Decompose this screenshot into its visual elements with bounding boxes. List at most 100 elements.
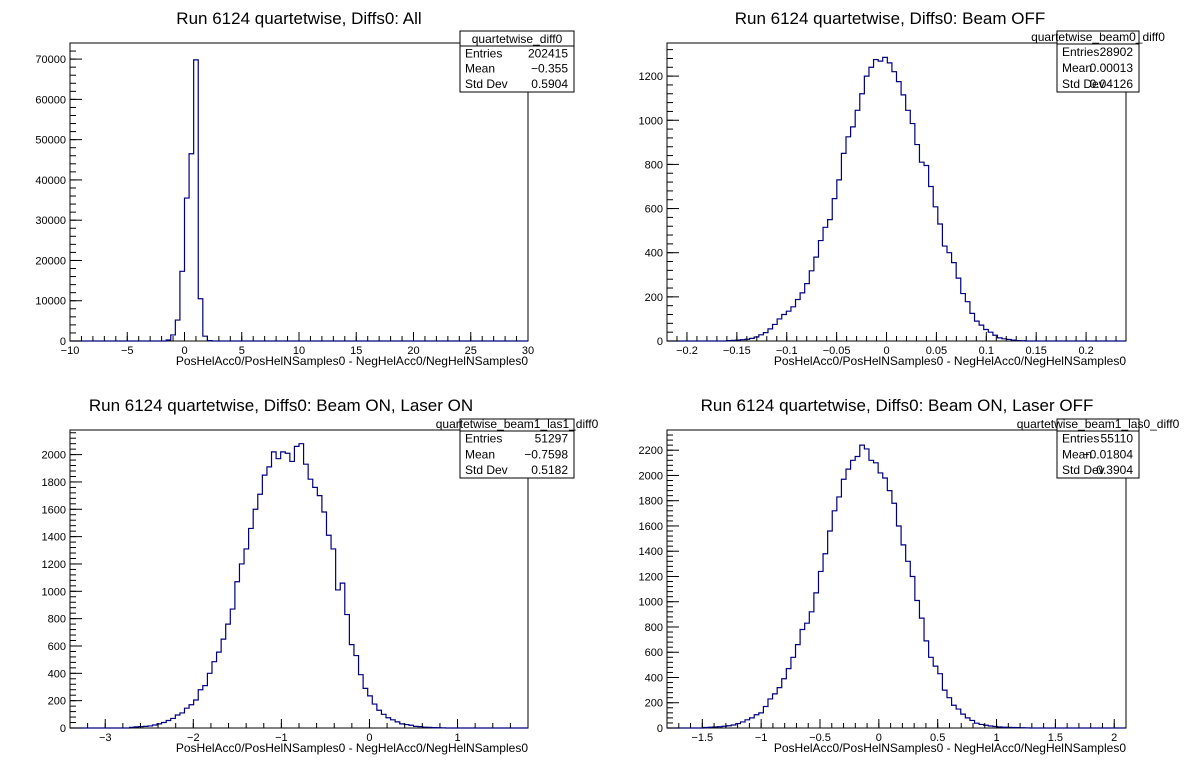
plot-frame (69, 429, 529, 729)
y-tick-label: 1200 (639, 571, 663, 583)
stats-value-entries: 51297 (535, 432, 569, 446)
y-tick-label: 0 (657, 336, 663, 348)
x-tick-label: −1 (755, 732, 768, 744)
stats-value-mean: −0.7598 (524, 447, 568, 461)
y-tick-label: 10000 (35, 296, 66, 308)
y-tick-label: 1000 (42, 586, 66, 598)
x-tick-label: 5 (239, 345, 245, 357)
x-tick-label: 0.05 (926, 345, 947, 357)
y-tick-label: 2000 (42, 450, 66, 462)
stats-label-mean: Mean (465, 62, 495, 76)
y-tick-label: 800 (645, 622, 663, 634)
y-tick-label: 50000 (35, 135, 66, 147)
y-tick-label: 1400 (42, 532, 66, 544)
x-tick-label: 0 (181, 345, 187, 357)
histogram-line (70, 443, 528, 729)
y-tick-label: 1600 (42, 504, 66, 516)
x-tick-label: 25 (465, 345, 477, 357)
chart-title: Run 6124 quartetwise, Diffs0: Beam ON, L… (89, 396, 473, 415)
y-tick-label: 0 (60, 723, 66, 735)
x-tick-label: −10 (61, 345, 80, 357)
y-tick-label: 400 (645, 672, 663, 684)
y-tick-label: 200 (645, 698, 663, 710)
stats-box-name: quartetwise_beam1_las1_diff0 (436, 417, 599, 431)
stats-label-entries: Entries (465, 432, 502, 446)
stats-value-std_dev: 0.5904 (531, 77, 568, 91)
chart-title: Run 6124 quartetwise, Diffs0: Beam OFF (735, 9, 1046, 28)
x-axis-title: PosHelAcc0/PosHelNSamples0 - NegHelAcc0/… (176, 354, 528, 368)
y-tick-label: 200 (645, 292, 663, 304)
y-tick-label: 1600 (639, 521, 663, 533)
histogram-line (667, 444, 1126, 729)
x-axis-title: PosHelAcc0/PosHelNSamples0 - NegHelAcc0/… (774, 741, 1126, 755)
x-tick-label: 20 (407, 345, 419, 357)
stats-label-std_dev: Std Dev (465, 77, 508, 91)
y-tick-label: 1000 (639, 115, 663, 127)
histogram-panel-2: Run 6124 quartetwise, Diffs0: Beam OFF 0 2… (639, 9, 1166, 368)
x-axis-title: PosHelAcc0/PosHelNSamples0 - NegHelAcc0/… (774, 354, 1126, 368)
plot-frame (666, 429, 1127, 729)
x-tick-label: 1 (454, 732, 460, 744)
x-tick-label: −1.5 (691, 732, 713, 744)
stats-value-entries: 202415 (528, 46, 568, 60)
y-tick-label: 1200 (42, 559, 66, 571)
x-tick-label: −1 (275, 732, 288, 744)
y-tick-label: 2000 (639, 470, 663, 482)
x-tick-label: 0.2 (1078, 345, 1093, 357)
stats-box-name: quartetwise_beam1_las0_diff0 (1017, 417, 1180, 431)
x-axis-title: PosHelAcc0/PosHelNSamples0 - NegHelAcc0/… (176, 741, 528, 755)
x-tick-label: 0.1 (979, 345, 994, 357)
x-tick-label: −0.2 (676, 345, 698, 357)
stats-value-std_dev: 0.04126 (1090, 77, 1134, 91)
y-tick-label: 600 (645, 647, 663, 659)
stats-box-frame (1056, 30, 1140, 93)
y-tick-label: 70000 (35, 54, 66, 66)
stats-label-mean: Mean (465, 447, 495, 461)
stats-box-frame (459, 30, 575, 93)
stats-value-mean: 0.00013 (1090, 61, 1134, 75)
histogram-panel-1: Run 6124 quartetwise, Diffs0: All 0 10000 2… (35, 9, 575, 368)
y-tick-label: 400 (48, 668, 66, 680)
x-tick-label: 2 (1111, 732, 1117, 744)
x-tick-label: 10 (293, 345, 305, 357)
y-tick-label: 400 (645, 248, 663, 260)
x-tick-label: −0.1 (776, 345, 798, 357)
y-tick-label: 40000 (35, 175, 66, 187)
x-tick-label: 30 (522, 345, 534, 357)
y-tick-label: 2200 (639, 445, 663, 457)
x-tick-label: 0 (883, 345, 889, 357)
stats-box-name: quartetwise_diff0 (472, 32, 563, 46)
y-tick-label: 60000 (35, 94, 66, 106)
x-tick-label: 0.5 (930, 732, 945, 744)
x-tick-label: 0 (366, 732, 372, 744)
stats-value-entries: 55110 (1101, 432, 1134, 446)
y-tick-label: 0 (60, 336, 66, 348)
x-tick-label: 15 (350, 345, 362, 357)
chart-title: Run 6124 quartetwise, Diffs0: All (176, 9, 421, 28)
histogram-line (667, 56, 1126, 342)
y-tick-label: 1000 (639, 597, 663, 609)
stats-label-mean: Mean (1062, 447, 1092, 461)
y-tick-label: 1800 (42, 477, 66, 489)
plot-frame (69, 42, 529, 342)
x-tick-label: 1 (993, 732, 999, 744)
y-tick-label: 800 (645, 159, 663, 171)
histogram-panel-3: Run 6124 quartetwise, Diffs0: Beam ON, L… (42, 396, 599, 755)
x-tick-label: −2 (187, 732, 200, 744)
stats-label-std_dev: Std Dev (1062, 463, 1105, 477)
y-tick-label: 800 (48, 614, 66, 626)
stats-label-std_dev: Std Dev (465, 463, 508, 477)
stats-box-frame (1056, 418, 1140, 479)
x-tick-label: −0.05 (823, 345, 851, 357)
stats-label-entries: Entries (1062, 45, 1099, 59)
histogram-panel-4: Run 6124 quartetwise, Diffs0: Beam ON, L… (639, 396, 1180, 755)
stats-value-std_dev: 0.3904 (1096, 463, 1133, 477)
y-tick-label: 0 (657, 723, 663, 735)
y-tick-label: 1800 (639, 496, 663, 508)
y-tick-label: 20000 (35, 255, 66, 267)
